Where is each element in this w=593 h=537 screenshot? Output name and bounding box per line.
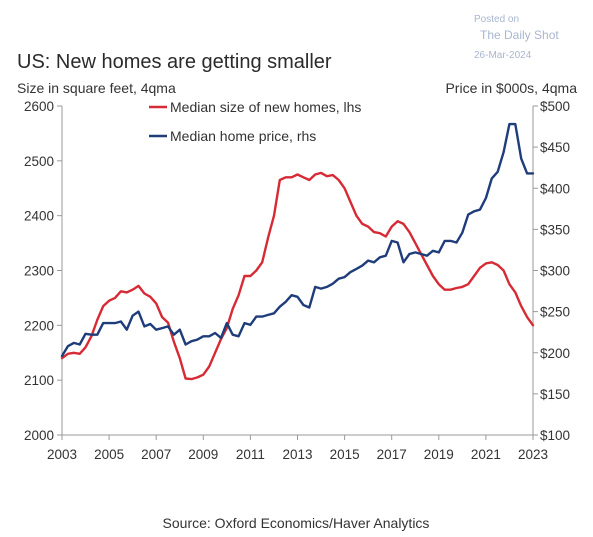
right-tick-label: $450 [540,140,570,155]
right-tick-label: $500 [540,99,570,114]
right-tick-label: $300 [540,264,570,279]
right-tick-label: $100 [540,428,570,443]
left-tick-label: 2500 [24,154,54,169]
series-line-median-price [60,122,535,358]
left-tick-label: 2300 [24,264,54,279]
left-tick-label: 2100 [24,373,54,388]
x-tick-label: 2013 [282,447,312,462]
watermark-line-2: The Daily Shot [480,28,559,42]
x-tick-label: 2017 [377,447,407,462]
right-tick-label: $200 [540,346,570,361]
x-tick-label: 2007 [141,447,171,462]
right-axis-label: Price in $000s, 4qma [445,80,577,96]
left-tick-label: 2000 [24,428,54,443]
chart-title: US: New homes are getting smaller [17,51,332,73]
legend-label-size: Median size of new homes, lhs [170,99,361,115]
left-tick-label: 2200 [24,318,54,333]
left-tick-label: 2600 [24,99,54,114]
right-tick-label: $350 [540,222,570,237]
x-tick-label: 2005 [94,447,124,462]
legend-label-price: Median home price, rhs [170,128,316,144]
right-tick-label: $150 [540,387,570,402]
x-tick-label: 2003 [47,447,77,462]
x-tick-label: 2011 [236,447,265,462]
source-note: Source: Oxford Economics/Haver Analytics [163,515,430,531]
x-tick-label: 2023 [518,447,548,462]
left-axis-label: Size in square feet, 4qma [17,80,176,96]
watermark-line-1: Posted on [474,14,519,25]
x-tick-label: 2015 [330,447,360,462]
series-line-median-size [60,171,535,381]
x-tick-label: 2021 [471,447,501,462]
right-tick-label: $250 [540,305,570,320]
x-tick-label: 2009 [188,447,218,462]
right-tick-label: $400 [540,181,570,196]
left-tick-label: 2400 [24,209,54,224]
x-tick-label: 2019 [424,447,454,462]
watermark-line-3: 26-Mar-2024 [474,50,532,61]
